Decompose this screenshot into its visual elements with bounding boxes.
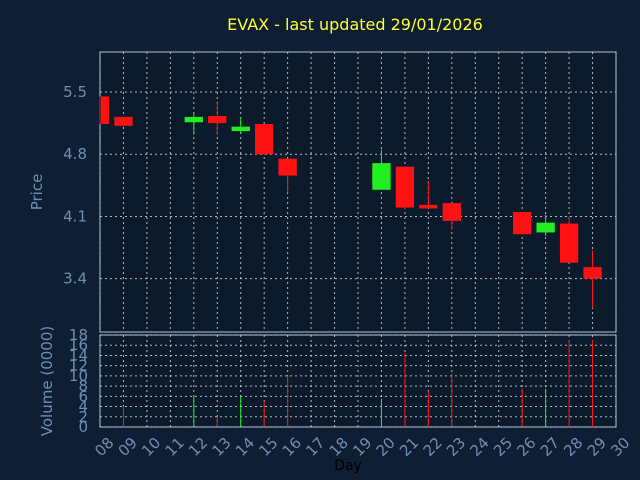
- price-y-ticks: 5.5 4.8 4.1 3.4: [63, 83, 87, 288]
- price-tick-label: 4.1: [63, 207, 87, 225]
- candle: [419, 180, 438, 209]
- candle-body: [513, 212, 532, 235]
- volume-axis-label: Volume (0000): [38, 326, 56, 436]
- candle-body: [442, 203, 461, 221]
- candle: [114, 116, 133, 126]
- candle: [278, 158, 297, 193]
- price-tick-label: 5.5: [63, 83, 87, 101]
- candle-body: [583, 267, 602, 279]
- chart-title: EVAX - last updated 29/01/2026: [227, 15, 483, 34]
- x-axis-label: Day: [334, 458, 362, 474]
- candle-body: [536, 222, 555, 233]
- candle-body: [395, 166, 415, 208]
- volume-bars: [122, 340, 594, 427]
- volume-tick-label: 6: [78, 387, 88, 405]
- candle: [559, 216, 579, 263]
- candle: [536, 214, 555, 236]
- candle-body: [231, 126, 250, 132]
- x-tick-labels: 0809101112131415161718192021222324252627…: [91, 434, 633, 460]
- volume-tick-label: 4: [78, 398, 88, 416]
- candle: [255, 124, 274, 156]
- candle: [372, 149, 391, 190]
- volume-tick-label: 18: [69, 326, 88, 344]
- candle: [231, 117, 250, 134]
- volume-tick-label: 0: [78, 418, 88, 436]
- volume-tick-label: 16: [69, 336, 88, 354]
- candle-body: [419, 204, 438, 209]
- volume-tick-label: 10: [69, 367, 88, 385]
- candle-body: [208, 116, 227, 124]
- candle-body: [184, 116, 203, 123]
- candle: [184, 112, 203, 135]
- candle: [583, 250, 602, 308]
- candle-body: [114, 116, 133, 126]
- candle: [395, 166, 415, 210]
- volume-tick-label: 14: [69, 346, 88, 364]
- candle-body: [372, 163, 391, 190]
- candle: [513, 212, 532, 235]
- volume-tick-label: 8: [78, 377, 88, 395]
- candle-body: [559, 223, 579, 263]
- candle: [442, 203, 461, 230]
- price-tick-label: 3.4: [63, 270, 87, 288]
- candle-body: [278, 158, 297, 176]
- price-tick-label: 4.8: [63, 145, 87, 163]
- price-axis-label: Price: [28, 174, 46, 211]
- candles: [99, 96, 602, 308]
- volume-tick-label: 2: [78, 408, 88, 426]
- candle: [208, 102, 227, 135]
- candle-body: [101, 96, 110, 124]
- candle: [99, 96, 110, 124]
- volume-tick-label: 12: [69, 357, 88, 375]
- candle-body: [255, 124, 274, 155]
